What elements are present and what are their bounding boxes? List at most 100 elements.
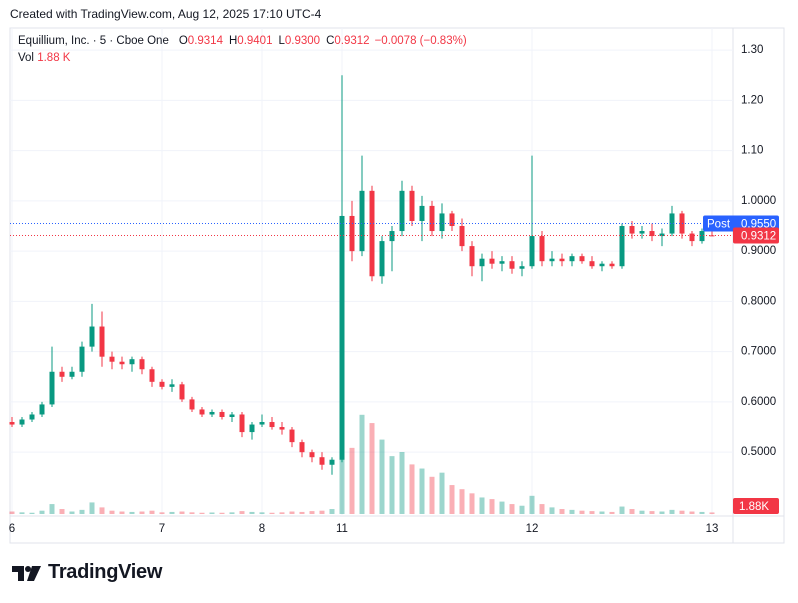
volume-tag-value: 1.88K (739, 501, 769, 513)
candle-body (269, 422, 275, 428)
volume-bar (299, 511, 305, 514)
volume-bar (259, 512, 265, 514)
volume-bar (499, 501, 505, 514)
y-tick-label: 0.8000 (741, 295, 776, 307)
ohlc-legend: Equillium, Inc. · 5 · Cboe One O 0.9314 H 0… (18, 35, 467, 47)
volume-bar (589, 511, 595, 514)
x-tick-label: 7 (159, 523, 165, 535)
candle-body (359, 190, 365, 252)
candle-body (379, 241, 385, 277)
volume-bar (529, 495, 535, 514)
candle-body (9, 422, 15, 425)
volume-bar (199, 512, 205, 514)
candle-body (639, 231, 645, 234)
volume-bar (59, 509, 65, 514)
candle-body (29, 414, 35, 420)
volume-bar (239, 511, 245, 514)
volume-bar (209, 512, 215, 514)
volume-bar (459, 489, 465, 514)
candle-body (519, 266, 525, 269)
volume-bar (679, 510, 685, 514)
candle-body (59, 371, 65, 377)
volume-bar (709, 512, 715, 514)
volume-bar (619, 506, 625, 514)
candle-body (589, 261, 595, 267)
volume-bar (669, 509, 675, 514)
candle-body (569, 256, 575, 262)
candle-body (479, 258, 485, 267)
candle-body (529, 236, 535, 267)
candle-body (649, 231, 655, 237)
volume-bar (429, 476, 435, 514)
candle-body (89, 326, 95, 347)
volume-bar (449, 485, 455, 514)
candle-body (659, 233, 665, 237)
volume-bar (229, 512, 235, 514)
x-tick-label: 12 (526, 523, 539, 535)
candle-body (19, 419, 25, 425)
x-tick-label: 13 (706, 523, 719, 535)
candle-body (509, 261, 515, 269)
volume-bar (149, 510, 155, 514)
volume-bar (279, 512, 285, 514)
legend-value: 0.9314 (187, 35, 223, 47)
volume-value: 1.88 K (37, 52, 71, 64)
volume-bar (29, 512, 35, 514)
legend-change: −0.0078 (−0.83%) (374, 35, 467, 47)
candle-body (459, 226, 465, 247)
y-tick-label: 0.7000 (741, 346, 776, 358)
last-price-tag (733, 227, 779, 244)
volume-bar (629, 509, 635, 514)
y-tick-label: 1.0000 (741, 195, 776, 207)
candle-body (609, 263, 615, 267)
volume-bar (119, 511, 125, 514)
footer: TradingView (12, 561, 162, 584)
candle-body (159, 381, 165, 387)
volume-bar (539, 504, 545, 514)
volume-bar (329, 509, 335, 514)
post-tag-label: Post (707, 219, 731, 231)
candle-body (669, 213, 675, 234)
symbol-title: Equillium, Inc. · 5 · Cboe One (18, 35, 169, 47)
x-tick-label: 6 (9, 523, 15, 535)
x-tick-label: 8 (259, 523, 265, 535)
volume-bar (139, 511, 145, 514)
candle-body (489, 258, 495, 264)
candle-body (329, 459, 335, 465)
candle-body (429, 205, 435, 232)
x-tick-label: 11 (336, 523, 348, 535)
volume-bar (469, 493, 475, 514)
candle-body (369, 190, 375, 277)
logo-text: TradingView (48, 561, 163, 583)
volume-bar (349, 447, 355, 514)
volume-bar (39, 510, 45, 514)
candle-body (179, 384, 185, 400)
candle-body (279, 427, 285, 430)
candle-body (39, 404, 45, 415)
candle-body (539, 236, 545, 262)
volume-bar (549, 507, 555, 514)
volume-tag (733, 498, 779, 514)
volume-bar (649, 511, 655, 514)
candle-body (439, 213, 445, 232)
volume-bar (9, 511, 15, 514)
volume-bar (489, 499, 495, 514)
legend-key: C (326, 35, 335, 47)
volume-bar (519, 505, 525, 514)
volume-bar (359, 414, 365, 514)
y-tick-label: 1.20 (741, 94, 763, 106)
chart-frame (9, 27, 785, 544)
candle-body (309, 452, 315, 458)
volume-bar (639, 510, 645, 514)
candle-body (419, 205, 425, 221)
volume-bar (289, 511, 295, 514)
candle-body (409, 190, 415, 221)
legend-key: O (178, 35, 188, 47)
volume-bar (379, 439, 385, 514)
volume-bar (249, 511, 255, 514)
candle-body (119, 361, 125, 365)
volume-bar (179, 511, 185, 514)
candle-body (169, 384, 175, 387)
